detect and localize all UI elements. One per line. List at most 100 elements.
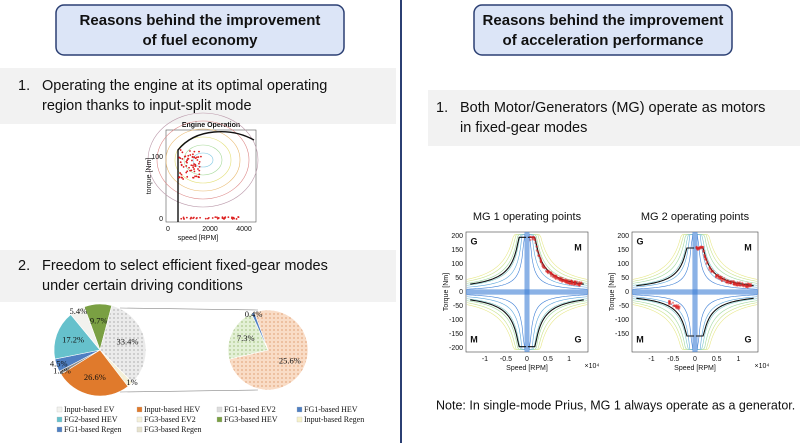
legend-swatch (216, 416, 223, 423)
pie-slice (60, 349, 129, 397)
operating-point (193, 150, 196, 153)
contour (156, 120, 250, 200)
operating-point (180, 217, 183, 220)
legend-swatch (296, 416, 303, 423)
pie-slice (99, 305, 147, 383)
torque-envelope (470, 236, 527, 285)
x-axis-label: speed [RPM] (178, 235, 219, 242)
operating-point (187, 154, 190, 157)
operating-point (189, 217, 192, 220)
quadrant-label: G (574, 334, 581, 344)
legend-label: FG3-based EV2 (144, 415, 196, 424)
x-tick-label: 0.5 (712, 356, 722, 363)
efficiency-contour (529, 298, 588, 350)
operating-point (549, 274, 553, 277)
operating-point (180, 176, 183, 179)
operating-point (194, 157, 197, 160)
efficiency-contour (632, 234, 693, 284)
operating-point (542, 263, 545, 266)
y-tick-label: 100 (151, 154, 163, 161)
pie-slice (70, 306, 101, 351)
y-tick-label: 150 (451, 247, 463, 254)
x-tick-label: -1 (482, 356, 488, 363)
operating-point (183, 155, 186, 158)
operating-point (543, 265, 546, 268)
pie-label: 2.1% (120, 377, 138, 387)
operating-point (197, 168, 199, 170)
operating-point (227, 216, 230, 219)
efficiency-contour (466, 304, 525, 350)
efficiency-contour (466, 294, 526, 350)
efficiency-contour (697, 234, 758, 280)
operating-point (580, 281, 583, 285)
operating-point (237, 216, 240, 218)
operating-point (200, 155, 202, 158)
operating-point (748, 285, 751, 288)
x-tick-label: 2000 (202, 226, 218, 233)
band (632, 289, 758, 295)
y-tick-label: 150 (617, 247, 629, 254)
operating-point (192, 176, 194, 179)
operating-point (180, 173, 183, 176)
item-band (428, 90, 800, 146)
y-tick-label: 100 (617, 261, 629, 268)
pie-slice (228, 309, 309, 391)
operating-point (190, 169, 193, 172)
operating-point (717, 277, 720, 280)
operating-point (699, 245, 703, 248)
operating-point (189, 154, 192, 156)
y-tick-label: 100 (451, 261, 463, 268)
x-axis-label: Speed [RPM] (506, 365, 548, 372)
y-tick-label: 0 (159, 216, 163, 223)
torque-envelope (695, 297, 754, 337)
operating-point (730, 279, 733, 283)
operating-point (715, 274, 718, 277)
legend-label: Input-based EV (64, 405, 115, 414)
y-tick-label: -100 (449, 317, 463, 324)
efficiency-contour (529, 304, 588, 350)
operating-point (535, 245, 538, 248)
operating-point (231, 216, 234, 219)
operating-point (668, 303, 671, 306)
pie-slice (227, 313, 269, 360)
operating-point (570, 282, 573, 285)
operating-point (182, 178, 185, 180)
contour (183, 144, 223, 176)
efficiency-contour (697, 296, 758, 350)
operating-point (741, 281, 744, 284)
operating-point (710, 268, 713, 271)
operating-point (185, 165, 188, 167)
operating-point (738, 283, 742, 286)
operating-point (186, 175, 189, 178)
operating-point (564, 278, 567, 281)
legend-swatch (136, 426, 143, 433)
operating-point (193, 156, 196, 159)
operating-point (735, 283, 739, 287)
legend-label: FG2-based HEV (64, 415, 118, 424)
operating-point (198, 161, 201, 163)
note: Note: In single-mode Prius, MG 1 always … (436, 398, 795, 412)
operating-point (198, 173, 201, 176)
operating-point (185, 160, 188, 163)
operating-point (207, 217, 209, 220)
operating-point (708, 268, 711, 271)
operating-point (181, 158, 184, 160)
quadrant-label: M (470, 334, 478, 344)
legend-label: Input-based HEV (144, 405, 200, 414)
y-axis-label: Torque [Nm] (443, 273, 450, 311)
operating-point (193, 170, 196, 173)
operating-point (720, 279, 724, 283)
plot-title: Engine Operation (182, 122, 240, 129)
pie-label: 17.2% (62, 334, 84, 344)
operating-point (560, 278, 563, 282)
x-tick-label: 0 (166, 226, 170, 233)
heading: of acceleration performance (503, 32, 704, 49)
efficiency-contour (466, 300, 525, 350)
operating-point (204, 217, 207, 220)
operating-point (198, 165, 201, 168)
operating-point (183, 218, 185, 220)
item-band (0, 250, 396, 302)
pie-label: 7.3% (237, 333, 255, 343)
operating-point (185, 171, 188, 174)
plot-title: MG 2 operating points (641, 211, 750, 223)
